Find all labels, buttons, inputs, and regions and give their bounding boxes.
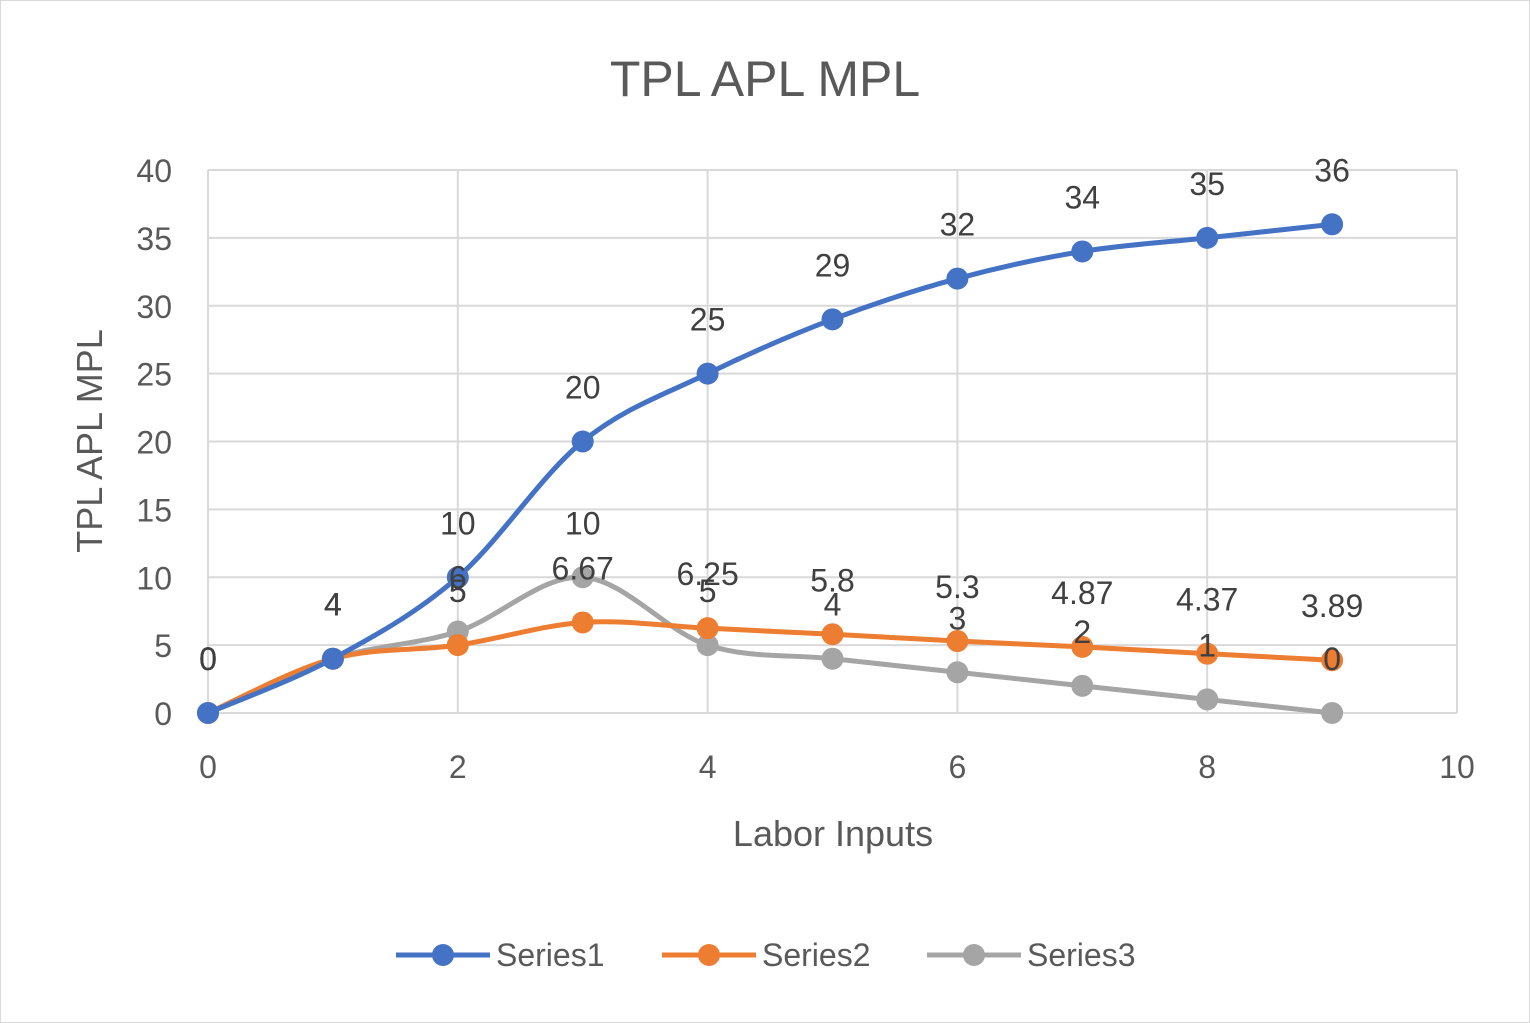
series-markers: [197, 213, 1344, 724]
series-2-point: [696, 617, 719, 640]
series-1-point: [946, 267, 969, 290]
y-tick-label: 0: [154, 696, 172, 732]
series-2-point: [821, 623, 844, 646]
series-1-point: [1321, 213, 1344, 236]
series-2-point: [1071, 635, 1094, 658]
series-3-data-label: 3: [949, 600, 967, 636]
series-3-point: [696, 634, 719, 657]
series-3-point: [571, 566, 594, 589]
y-tick-label: 5: [154, 628, 172, 664]
series-3-point: [946, 661, 969, 684]
series-2-point: [571, 611, 594, 634]
series-2-data-label: 4.87: [1051, 575, 1113, 611]
y-tick-label: 35: [136, 221, 172, 257]
legend-marker-1: [432, 944, 454, 966]
series-2-data-label: 3.89: [1301, 588, 1363, 624]
series-1-point: [821, 308, 844, 331]
series-3-data-label: 10: [565, 505, 601, 541]
x-axis-ticks: 0 2 4 6 8 10: [199, 749, 1475, 785]
series-2-data-label: 5: [449, 573, 467, 609]
series-1-point: [1071, 240, 1094, 263]
series-lines: [205, 221, 1335, 716]
series-3-point: [1071, 674, 1094, 697]
series-1-data-label: 20: [565, 370, 601, 406]
series-1-point: [446, 566, 469, 589]
x-axis-title: Labor Inputs: [733, 813, 933, 854]
series-3-data-label: 1: [1198, 627, 1216, 663]
series-1-point: [571, 430, 594, 453]
series-3-data-label: 4: [824, 587, 842, 623]
y-axis-ticks: 0 5 10 15 20 25 30 35 40: [136, 153, 172, 732]
x-tick-label: 8: [1198, 749, 1216, 785]
series-3-data-label: 6: [449, 560, 467, 596]
x-tick-label: 0: [199, 749, 217, 785]
series-1-data-label: 29: [815, 247, 851, 283]
series-line-3: [205, 574, 1335, 716]
x-tick-label: 2: [449, 749, 467, 785]
y-tick-label: 10: [136, 560, 172, 596]
series-2-data-label: 0: [199, 641, 217, 677]
series-3-data-label: 2: [1073, 614, 1091, 650]
series-1-point: [197, 702, 219, 724]
series-line-2: [205, 619, 1335, 716]
series-2-point: [1196, 642, 1219, 665]
x-tick-label: 4: [699, 749, 717, 785]
legend-marker-3: [963, 944, 985, 966]
series-3-point: [821, 647, 844, 670]
series-2-data-label: 5.3: [935, 569, 979, 605]
series-2-data-label: 5.8: [810, 562, 854, 598]
x-tick-label: 10: [1439, 749, 1475, 785]
series-3-data-label: 0: [1323, 641, 1341, 677]
series-1-point: [321, 647, 344, 670]
y-tick-label: 25: [136, 357, 172, 393]
chart-title: TPL APL MPL: [610, 51, 920, 107]
series-1-data-label: 25: [690, 302, 726, 338]
series-2-point: [446, 634, 469, 657]
y-tick-label: 30: [136, 289, 172, 325]
y-tick-label: 15: [136, 492, 172, 528]
series-1-point: [696, 362, 719, 385]
gridlines: [207, 169, 1458, 714]
y-tick-label: 20: [136, 425, 172, 461]
legend-marker-2: [698, 944, 720, 966]
series-1-data-label: 32: [940, 207, 976, 243]
legend: Series1 Series2 Series3: [396, 937, 1136, 973]
x-tick-label: 6: [949, 749, 967, 785]
y-tick-label: 40: [136, 153, 172, 189]
series-2-data-label: 6.25: [676, 556, 738, 592]
series-3-point: [1196, 688, 1219, 711]
series-2-point: [946, 630, 969, 653]
legend-label-1: Series1: [496, 937, 605, 973]
series-2-data-label: 4.37: [1176, 582, 1238, 618]
legend-label-3: Series3: [1027, 937, 1136, 973]
series-1-point: [1196, 226, 1219, 249]
series-line-1: [205, 221, 1335, 716]
series-1-data-label: 35: [1189, 166, 1225, 202]
series-1-data-label: 4: [324, 587, 342, 623]
series-3-data-label: 4: [324, 587, 342, 623]
series-1-data-label: 0: [199, 641, 217, 677]
series-1-data-label: 10: [440, 505, 476, 541]
y-axis-title: TPL APL MPL: [69, 329, 110, 552]
series-3-data-label: 0: [199, 641, 217, 677]
series-1-data-label: 34: [1065, 179, 1101, 215]
series-2-data-label: 6.67: [552, 550, 614, 586]
series-2-data-label: 4: [324, 587, 342, 623]
series-3-point: [1321, 702, 1344, 724]
legend-label-2: Series2: [762, 937, 871, 973]
series-1-data-label: 36: [1314, 152, 1350, 188]
series-3-data-label: 5: [699, 573, 717, 609]
series-2-point: [1321, 649, 1344, 672]
